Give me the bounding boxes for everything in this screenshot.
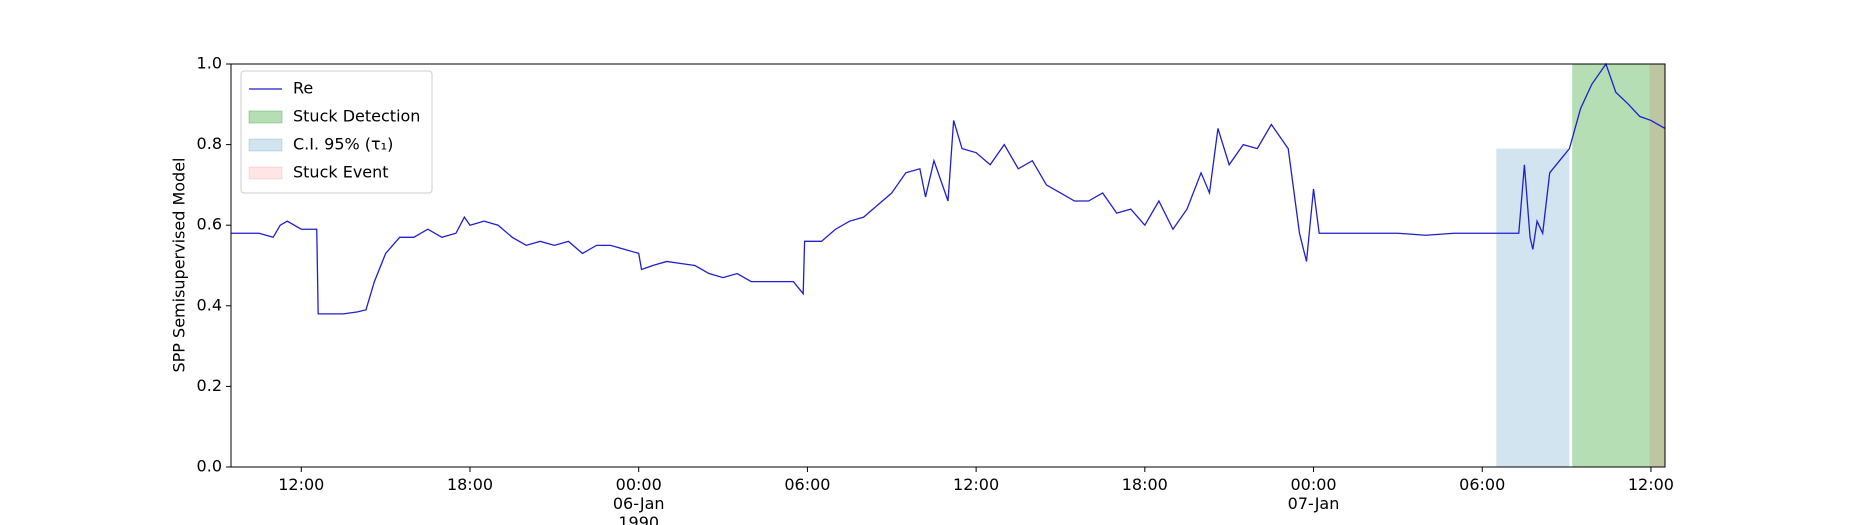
- legend-label: Stuck Detection: [293, 107, 420, 126]
- legend-label: Re: [293, 79, 313, 98]
- region: [1572, 64, 1665, 467]
- x-tick-label: 12:00: [953, 475, 1000, 494]
- y-tick-label: 0.8: [197, 134, 222, 153]
- x-tick-label: 06:00: [1459, 475, 1506, 494]
- x-tick-label: 00:00 06-Jan 1990: [612, 475, 665, 525]
- legend-patch: [248, 138, 283, 152]
- x-tick-label: 18:00: [446, 475, 494, 494]
- data-line: [231, 62, 1666, 315]
- legend: Re Stuck Detection C.I. 95% (τ₁) Stuck Even…: [240, 70, 433, 194]
- y-tick-label: 0.4: [197, 295, 222, 314]
- region: [1649, 64, 1665, 467]
- legend-box: [240, 70, 433, 194]
- x-tick-label: 12:00: [278, 475, 325, 494]
- y-tick-label: 1.0: [197, 54, 222, 73]
- x-tick-label: 18:00: [1121, 475, 1168, 494]
- y-axis-label: SPP Semisupervised Model: [170, 158, 189, 373]
- legend-patch: [248, 110, 283, 124]
- legend-label: C.I. 95% (τ₁): [293, 135, 393, 154]
- legend-label: Stuck Event: [293, 163, 389, 182]
- region: [1496, 148, 1570, 467]
- y-tick-label: 0.2: [197, 376, 222, 395]
- plot-frame: [230, 63, 1666, 468]
- y-tick-label: 0.6: [197, 215, 222, 234]
- x-tick-label: 06:00: [784, 475, 831, 494]
- y-tick-label: 0.0: [197, 457, 222, 476]
- x-tick-label: 00:00 07-Jan: [1287, 475, 1340, 513]
- x-tick-label: 12:00: [1627, 475, 1674, 494]
- legend-patch: [248, 166, 283, 180]
